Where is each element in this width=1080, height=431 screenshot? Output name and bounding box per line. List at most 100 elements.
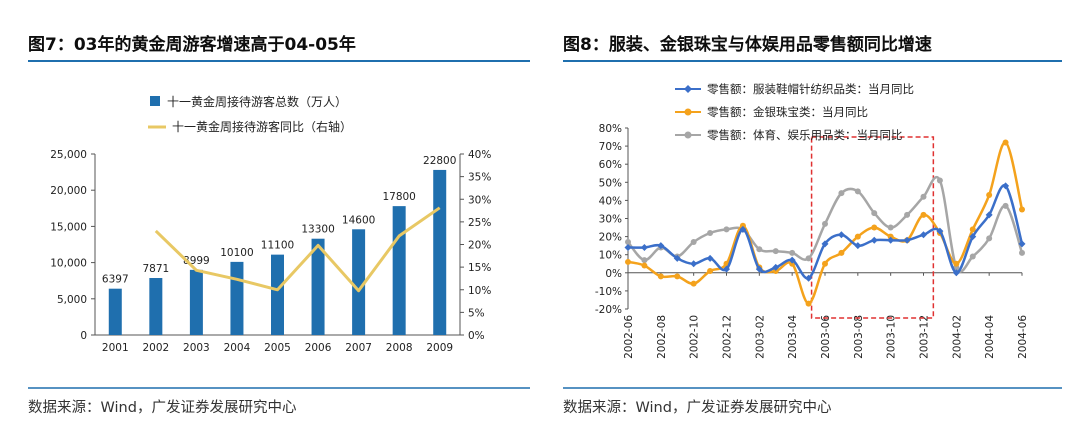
apparel-point: [640, 243, 648, 251]
x-tick-label: 2002-08: [656, 315, 668, 359]
sports-point: [838, 190, 845, 197]
right-y-tick-label: 15%: [468, 262, 491, 274]
x-tick-label: 2003-10: [886, 315, 898, 359]
x-tick-label: 2004-04: [984, 315, 996, 359]
x-tick-label: 2003-04: [787, 315, 799, 359]
sports-point: [756, 246, 763, 253]
sports-point: [871, 210, 878, 217]
x-tick-label: 2002-06: [623, 315, 635, 359]
legend-line-label: 十一黄金周接待游客同比（右轴）: [172, 119, 352, 134]
x-tick-label: 2004-02: [951, 315, 963, 359]
apparel-point: [969, 233, 977, 241]
bar: [108, 288, 122, 335]
left-y-tick-label: 20,000: [50, 185, 87, 197]
x-tick-label: 2004-06: [1017, 315, 1029, 359]
bar-data-label: 14600: [342, 214, 375, 226]
right-y-tick-label: 35%: [468, 172, 491, 184]
x-tick-label: 2005: [264, 342, 291, 354]
sports-point: [723, 226, 730, 233]
y-tick-label: 20%: [599, 232, 622, 244]
bar-data-label: 13300: [301, 224, 334, 236]
jewelry-point: [641, 262, 648, 269]
apparel-point: [673, 254, 681, 262]
bar-data-label: 17800: [382, 191, 415, 203]
sports-point: [887, 224, 894, 231]
apparel-point: [1002, 182, 1010, 190]
y-tick-label: 80%: [599, 123, 622, 135]
bar: [230, 261, 244, 335]
jewelry-point: [953, 260, 960, 267]
jewelry-point: [690, 280, 697, 287]
right-chart-title: 图8：服装、金银珠宝与体娱用品零售额同比增速: [563, 34, 932, 55]
legend-bar-swatch: [150, 96, 160, 106]
left-y-tick-label: 10,000: [50, 258, 87, 270]
left-plot: 0 5,000 10,000 15,000 20,000 25,000 0% 5% 10% 15%…: [50, 149, 491, 354]
sports-point: [805, 255, 812, 262]
sports-point: [625, 239, 631, 246]
jewelry-point: [1019, 206, 1025, 213]
bar-data-label: 11100: [261, 240, 294, 252]
legend-apparel-marker: [684, 85, 692, 93]
sports-point: [1019, 249, 1025, 256]
x-tick-label: 2003-02: [754, 315, 766, 359]
jewelry-point: [969, 226, 976, 233]
apparel-point: [952, 269, 960, 277]
jewelry-point: [805, 300, 812, 307]
legend-sports-marker: [684, 131, 692, 139]
bar-data-label: 22800: [423, 155, 456, 167]
bar: [311, 238, 325, 335]
jewelry-point: [739, 222, 746, 229]
left-chart-title: 图7：03年的黄金周游客增速高于04-05年: [28, 34, 356, 55]
jewelry-point: [854, 233, 861, 240]
jewelry-point: [871, 224, 878, 231]
right-legend: 零售额：服装鞋帽针纺织品类：当月同比 零售额：金银珠宝类：当月同比 零售额：体育…: [675, 82, 914, 142]
apparel-point: [690, 260, 698, 268]
bar: [189, 269, 203, 335]
x-tick-label: 2009: [426, 342, 453, 354]
sports-point: [641, 257, 648, 264]
bar-data-label: 6397: [102, 274, 129, 286]
right-plot: -20% -10% 0% 10% 20% 30% 40% 50% 60% 70% 80% 2002-0…: [595, 123, 1029, 359]
right-y-tick-label: 5%: [468, 307, 485, 319]
bar: [271, 254, 284, 335]
right-y-tick-label: 40%: [468, 149, 491, 161]
legend-apparel-label: 零售额：服装鞋帽针纺织品类：当月同比: [707, 82, 914, 96]
x-tick-label: 2007: [345, 342, 372, 354]
jewelry-point: [920, 211, 927, 218]
apparel-point: [805, 274, 813, 282]
sports-point: [789, 249, 796, 256]
apparel-point: [903, 236, 911, 244]
apparel-point: [837, 231, 845, 239]
x-tick-label: 2003-06: [820, 315, 832, 359]
jewelry-point: [986, 191, 993, 198]
apparel-point: [657, 242, 665, 250]
y-tick-label: 0%: [605, 268, 622, 280]
x-tick-label: 2004: [224, 342, 251, 354]
apparel-point: [1018, 240, 1026, 248]
left-y-tick-label: 25,000: [50, 149, 87, 161]
x-tick-label: 2002-10: [689, 315, 701, 359]
y-tick-label: 50%: [599, 177, 622, 189]
jewelry-point: [822, 260, 828, 267]
apparel-point: [755, 265, 763, 273]
apparel-point: [821, 240, 829, 248]
y-tick-label: 10%: [599, 250, 622, 262]
bar: [149, 278, 163, 335]
jewelry-point: [707, 267, 714, 274]
legend-bar-label: 十一黄金周接待游客总数（万人）: [167, 94, 347, 109]
y-tick-label: 70%: [599, 141, 622, 153]
legend-jewelry-label: 零售额：金银珠宝类：当月同比: [707, 105, 868, 119]
sports-point: [854, 188, 861, 195]
y-tick-label: 30%: [599, 214, 622, 226]
sports-point: [936, 177, 943, 184]
jewelry-point: [887, 233, 894, 240]
x-tick-label: 2002: [142, 342, 169, 354]
growth-line: [154, 206, 441, 293]
jewelry-point: [772, 267, 779, 274]
apparel-point: [936, 227, 944, 235]
bar-data-label: 7871: [142, 263, 169, 275]
left-y-tick-label: 0: [80, 330, 87, 342]
apparel-point: [706, 254, 714, 262]
apparel-point: [870, 236, 878, 244]
